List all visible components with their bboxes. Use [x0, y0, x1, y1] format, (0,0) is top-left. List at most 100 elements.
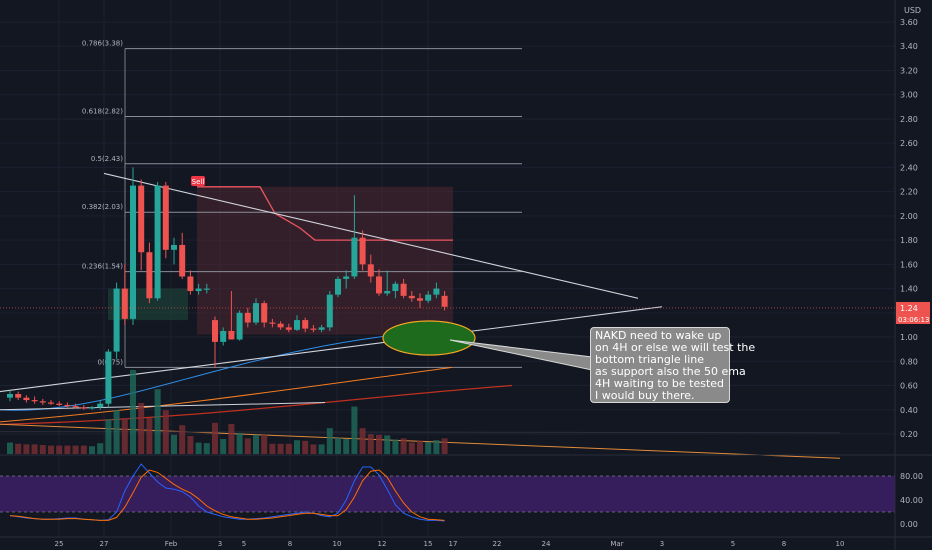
volume-bar — [351, 406, 358, 454]
candle-body — [146, 252, 153, 299]
volume-bar — [359, 428, 366, 454]
candle-body — [228, 331, 235, 340]
candle-body — [89, 407, 95, 409]
volume-bar — [15, 443, 22, 454]
ema-orange-line — [0, 366, 453, 423]
candle-body — [294, 320, 300, 330]
price-tick-label: 0.40 — [900, 406, 918, 415]
volume-bar — [425, 442, 432, 454]
time-tick-label: 27 — [100, 540, 109, 548]
volume-bar — [195, 442, 202, 454]
price-tags: 1.24 03:06:13 — [896, 301, 930, 324]
volume-bar — [138, 403, 145, 454]
price-tick-label: 2.60 — [900, 139, 918, 148]
candle-body — [39, 401, 46, 403]
highlight-ellipse — [382, 320, 476, 356]
candle-body — [162, 185, 169, 250]
candle-body — [72, 406, 79, 408]
volume-bar — [441, 438, 448, 454]
volume-bar — [376, 434, 382, 454]
volume-bar — [203, 443, 210, 454]
volume-bar — [326, 428, 333, 454]
volume-bar — [113, 410, 120, 454]
callout-line: I would buy there. — [595, 389, 695, 402]
candle-body — [253, 303, 259, 323]
candle-body — [335, 278, 341, 295]
fib-level-label: 0.786(3.38) — [82, 40, 123, 48]
time-tick-label: 17 — [449, 540, 458, 548]
candle-body — [220, 331, 227, 342]
candle-body — [179, 244, 186, 277]
candle-body — [48, 402, 54, 404]
candle-body — [195, 288, 202, 292]
volume-bar — [294, 440, 300, 454]
volume-bar — [236, 433, 243, 454]
volume-bar — [335, 437, 341, 454]
candle-body — [392, 283, 399, 292]
price-tick-label: 1.40 — [900, 285, 918, 294]
last-price-value: 1.24 — [900, 304, 918, 313]
candle-body — [417, 298, 423, 301]
price-tick-label: 2.20 — [900, 188, 918, 197]
sell-signal-flag — [191, 176, 205, 186]
candle-body — [400, 283, 407, 296]
price-tick-label: 3.40 — [900, 42, 918, 51]
candle-body — [318, 327, 325, 330]
candle-body — [343, 276, 350, 279]
price-tick-label: 3.20 — [900, 66, 918, 75]
price-axis: USD 3.60 3.40 3.20 3.00 2.80 2.60 2.40 2.20 2.00… — [894, 0, 921, 550]
volume-bar — [269, 443, 276, 454]
candle-body — [277, 323, 284, 328]
candle-body — [359, 237, 366, 265]
candle-body — [97, 403, 104, 408]
volume-bar — [343, 439, 350, 454]
candle-body — [261, 303, 268, 323]
volume-bar — [187, 436, 194, 454]
candle-body — [285, 327, 292, 330]
time-tick-label: 24 — [542, 540, 551, 548]
time-tick-label: 10 — [836, 540, 845, 548]
volume-bar — [48, 445, 54, 454]
volume-bar — [417, 440, 423, 454]
fib-level-label: 0.236(1.54) — [82, 263, 123, 271]
stoch-tick-label: 80.00 — [900, 472, 923, 481]
volume-bar — [154, 389, 161, 454]
price-tick-label: 3.60 — [900, 18, 918, 27]
volume-bar — [39, 445, 46, 454]
stoch-band — [0, 476, 895, 512]
volume-bars — [7, 370, 448, 454]
volume-bar — [31, 444, 38, 454]
candle-body — [425, 294, 432, 301]
time-tick-label: 3 — [218, 540, 222, 548]
candlesticks — [7, 167, 448, 410]
currency-label: USD — [904, 6, 921, 15]
volume-bar — [171, 434, 177, 454]
time-tick-label: 5 — [242, 540, 246, 548]
volume-bar — [310, 444, 317, 454]
candle-body — [113, 288, 120, 352]
volume-bar — [64, 445, 71, 454]
candle-body — [154, 185, 161, 299]
candle-body — [171, 244, 177, 250]
time-tick-label: Mar — [610, 540, 623, 548]
volume-bar — [261, 434, 268, 454]
candle-body — [236, 312, 243, 340]
candle-body — [441, 295, 448, 307]
volume-bar — [89, 446, 95, 454]
stoch-tick-label: 40.00 — [900, 496, 923, 505]
candle-body — [130, 185, 136, 319]
candle-body — [64, 404, 71, 407]
candle-body — [351, 237, 358, 277]
volume-bar — [97, 443, 104, 454]
candle-body — [244, 312, 251, 323]
volume-bar — [408, 442, 415, 454]
candle-body — [121, 288, 128, 319]
sell-signal-label: Sell — [192, 178, 205, 186]
volume-bar — [80, 445, 87, 454]
volume-bar — [302, 440, 309, 454]
ema-red-line — [0, 384, 513, 425]
volume-bar — [130, 370, 136, 454]
price-tick-label: 2.80 — [900, 115, 918, 124]
price-tick-label: 2.00 — [900, 212, 918, 221]
